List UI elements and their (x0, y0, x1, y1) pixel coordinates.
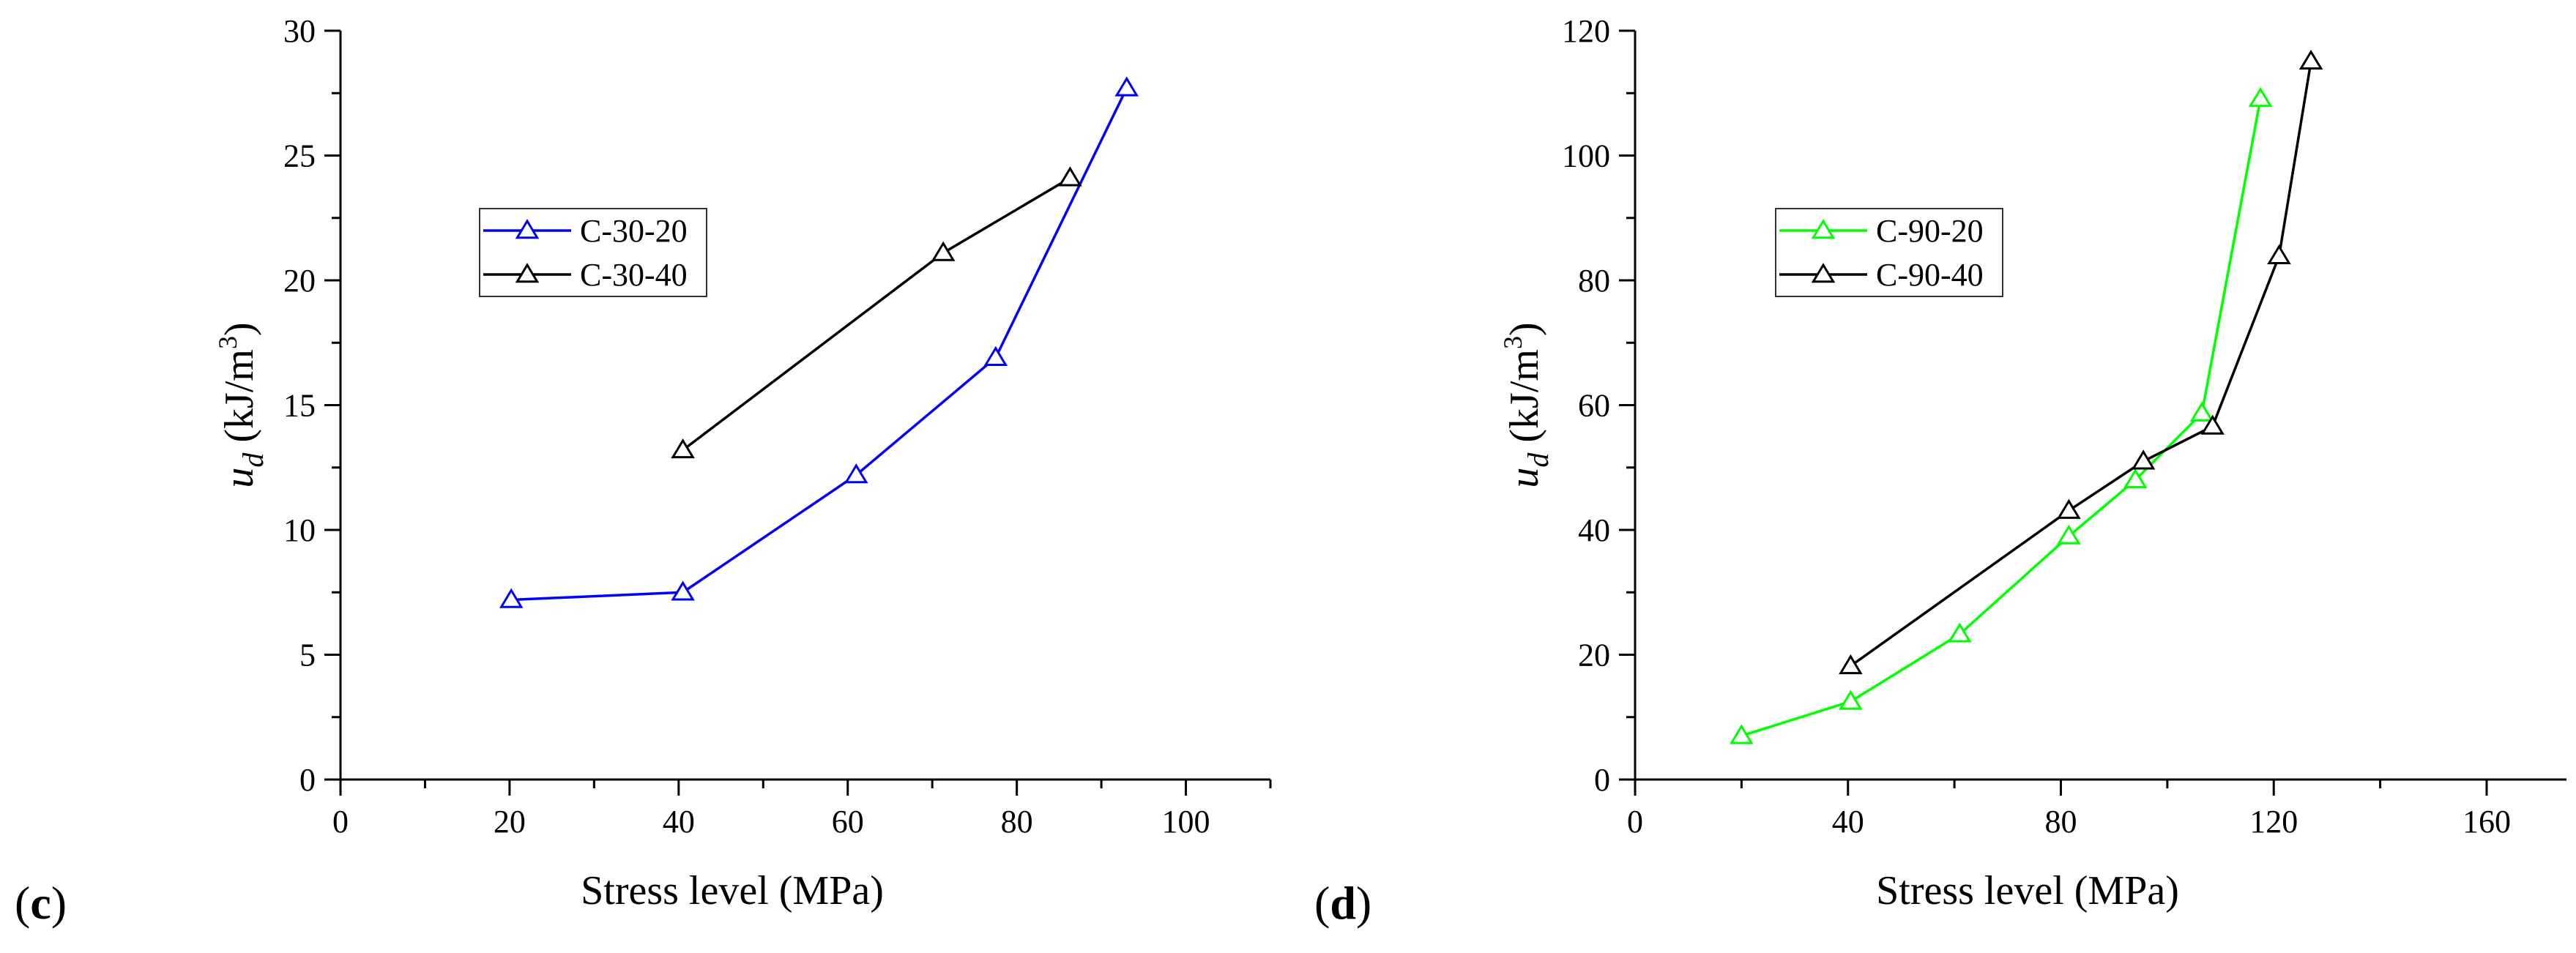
y-axis-title: ud (kJ/m3) (1498, 322, 1555, 487)
panel-label: (d) (1314, 877, 1371, 929)
data-point-C-90-20 (1948, 622, 1972, 643)
data-point-C-90-40 (2200, 414, 2225, 435)
data-point-C-30-20 (671, 580, 695, 601)
y-tick-label: 20 (1578, 638, 1610, 673)
data-point-C-90-20 (2057, 524, 2081, 545)
legend-label: C-90-40 (1876, 257, 1984, 293)
series-line-C-30-20 (511, 87, 1128, 602)
data-point-C-90-40 (2057, 498, 2081, 519)
y-tick-label: 0 (1594, 762, 1610, 798)
data-point-C-30-20 (983, 345, 1008, 366)
x-tick-label: 60 (832, 804, 864, 840)
panel-label: (c) (15, 877, 67, 929)
legend-marker-C-30-20 (515, 219, 540, 239)
legend: C-90-20 C-90-40 (1775, 208, 2003, 297)
series-line-C-90-40 (1850, 61, 2312, 668)
y-tick-label: 25 (283, 138, 316, 174)
panel-label-letter: d (1330, 877, 1356, 929)
legend-label: C-30-40 (580, 257, 688, 293)
y-tick-label: 120 (1562, 13, 1610, 49)
y-title-symbol: u (1502, 468, 1547, 488)
y-tick-label: 5 (299, 638, 316, 673)
panel-label-close: ) (51, 877, 67, 929)
data-point-C-90-40 (2267, 244, 2291, 265)
data-point-C-90-40 (1839, 654, 1863, 675)
data-point-C-30-20 (1114, 76, 1139, 97)
y-tick-label: 60 (1578, 388, 1610, 424)
panel-label-open: ( (1314, 877, 1330, 929)
y-tick-label: 80 (1578, 263, 1610, 299)
x-tick-label: 80 (2044, 804, 2077, 840)
legend-marker-C-30-40 (515, 263, 540, 283)
legend-label: C-30-20 (580, 213, 688, 249)
x-tick-label: 80 (1001, 804, 1033, 840)
x-tick-label: 40 (1832, 804, 1864, 840)
y-axis-title: ud (kJ/m3) (213, 322, 269, 487)
data-point-C-30-20 (499, 588, 524, 608)
legend: C-30-20 C-30-40 (479, 208, 707, 297)
data-point-C-90-20 (2248, 87, 2273, 108)
y-tick-label: 10 (283, 512, 316, 548)
data-point-C-30-40 (671, 438, 695, 459)
y-title-unit: (kJ/m (217, 349, 262, 453)
legend-label: C-90-20 (1876, 213, 1984, 249)
series-line-C-30-40 (682, 176, 1071, 452)
y-tick-label: 100 (1562, 138, 1610, 174)
x-tick-label: 0 (1627, 804, 1643, 840)
x-tick-label: 20 (494, 804, 526, 840)
chart-panel-c: 0 20 40 60 80 100 0 5 10 15 20 25 30 C-30-20 C-30-40 St… (15, 13, 1272, 929)
panel-label-letter: c (30, 877, 51, 929)
data-point-C-30-40 (931, 241, 956, 261)
data-point-C-90-20 (2123, 468, 2148, 489)
y-tick-label: 40 (1578, 512, 1610, 548)
data-point-C-90-20 (1839, 689, 1863, 710)
y-title-close: ) (1502, 322, 1547, 336)
y-title-symbol: u (217, 468, 262, 488)
y-title-subscript: d (1522, 452, 1555, 468)
y-tick-label: 15 (283, 388, 316, 424)
data-point-C-90-20 (1730, 724, 1754, 744)
x-tick-label: 160 (2463, 804, 2511, 840)
x-axis-title: Stress level (MPa) (581, 868, 884, 913)
y-title-superscript: 3 (1498, 336, 1527, 349)
x-tick-label: 0 (332, 804, 349, 840)
y-title-unit: (kJ/m (1502, 349, 1547, 453)
y-title-close: ) (217, 322, 262, 336)
panel-label-open: ( (15, 877, 30, 929)
data-point-C-90-20 (2189, 401, 2214, 422)
data-point-C-30-20 (844, 463, 868, 484)
y-tick-label: 20 (283, 263, 316, 299)
y-title-superscript: 3 (213, 336, 242, 349)
data-point-C-30-40 (1058, 166, 1082, 187)
y-title-subscript: d (237, 452, 269, 468)
panel-label-close: ) (1356, 877, 1371, 929)
x-tick-label: 40 (663, 804, 695, 840)
x-tick-label: 100 (1162, 804, 1210, 840)
x-tick-label: 120 (2249, 804, 2298, 840)
data-point-C-90-40 (2298, 49, 2323, 70)
chart-panel-d: 0 40 80 120 160 0 20 40 60 80 100 120 C-90-20 C-90-40… (1314, 13, 2566, 929)
legend-marker-C-90-40 (1811, 263, 1836, 283)
legend-marker-C-90-20 (1811, 219, 1836, 239)
series-line-C-90-20 (1741, 98, 2262, 737)
x-axis-title: Stress level (MPa) (1876, 868, 2179, 913)
y-tick-label: 0 (299, 762, 316, 798)
y-tick-label: 30 (283, 13, 316, 49)
data-point-C-90-40 (2131, 449, 2156, 470)
